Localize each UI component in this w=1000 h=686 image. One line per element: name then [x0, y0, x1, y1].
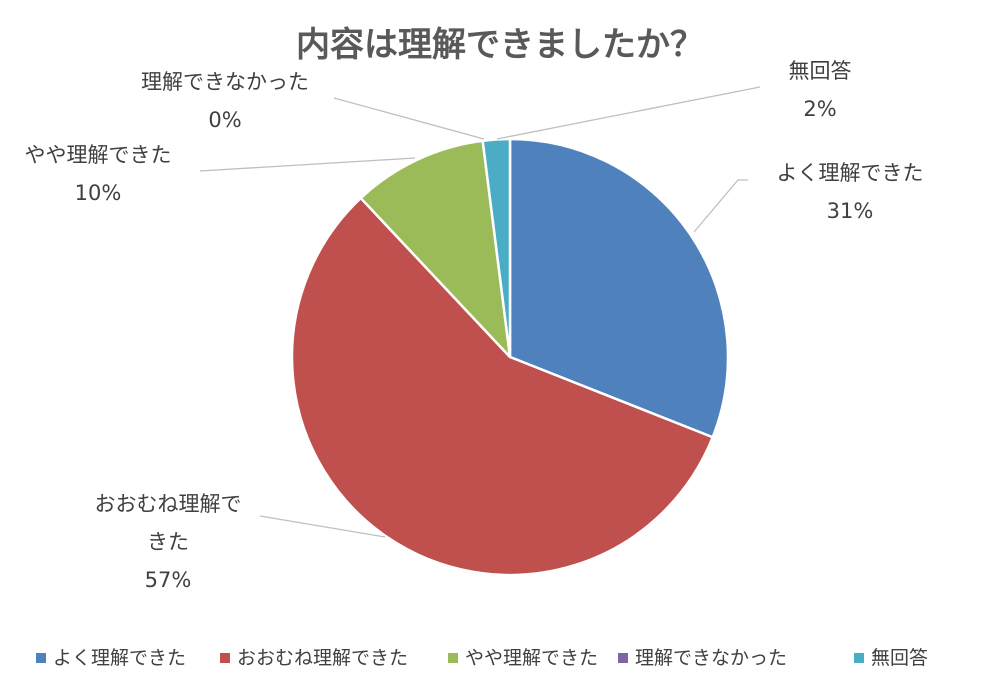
legend-label-2: やや理解できた [465, 647, 598, 669]
leader-line-3 [333, 97, 485, 140]
data-label-category-3-0: 理解できなかった [141, 70, 309, 94]
leader-line-1 [259, 515, 386, 538]
data-label-category-4-0: 無回答 [789, 59, 852, 83]
leader-line-0 [693, 179, 748, 233]
data-label-category-2-0: やや理解できた [25, 143, 172, 167]
legend-swatch-3 [618, 653, 628, 663]
slice-1 [290, 196, 714, 577]
data-label-value-1: 57% [145, 568, 192, 592]
legend-label-1: おおむね理解できた [237, 647, 408, 669]
data-label-category-1-0: おおむね理解で [95, 492, 242, 516]
legend-label-4: 無回答 [871, 647, 928, 669]
slice-0 [508, 137, 730, 439]
leader-line-4 [496, 86, 761, 140]
data-label-value-3: 0% [208, 108, 241, 132]
slice-4 [481, 137, 512, 359]
legend-label-3: 理解できなかった [635, 647, 787, 669]
data-label-category-0-0: よく理解できた [777, 161, 924, 185]
data-label-value-2: 10% [75, 181, 122, 205]
leader-line-2 [199, 157, 416, 172]
legend-swatch-2 [448, 653, 458, 663]
legend: よく理解できた おおむね理解できた やや理解できた 理解できなかった 無回答 [36, 647, 928, 669]
data-label-category-1-1: きた [147, 530, 189, 554]
legend-swatch-0 [36, 653, 46, 663]
data-labels: よく理解できた 31% おおむね理解できた 57% やや理解できた 10% 理解できなかった… [25, 59, 924, 592]
legend-swatch-4 [854, 653, 864, 663]
data-label-value-4: 2% [803, 97, 836, 121]
data-label-value-0: 31% [827, 199, 874, 223]
chart-title: 内容は理解できましたか？ [296, 25, 704, 65]
pie-slices [290, 137, 730, 577]
legend-swatch-1 [220, 653, 230, 663]
leader-lines [199, 86, 761, 538]
slice-2 [359, 139, 512, 359]
legend-label-0: よく理解できた [53, 647, 186, 669]
